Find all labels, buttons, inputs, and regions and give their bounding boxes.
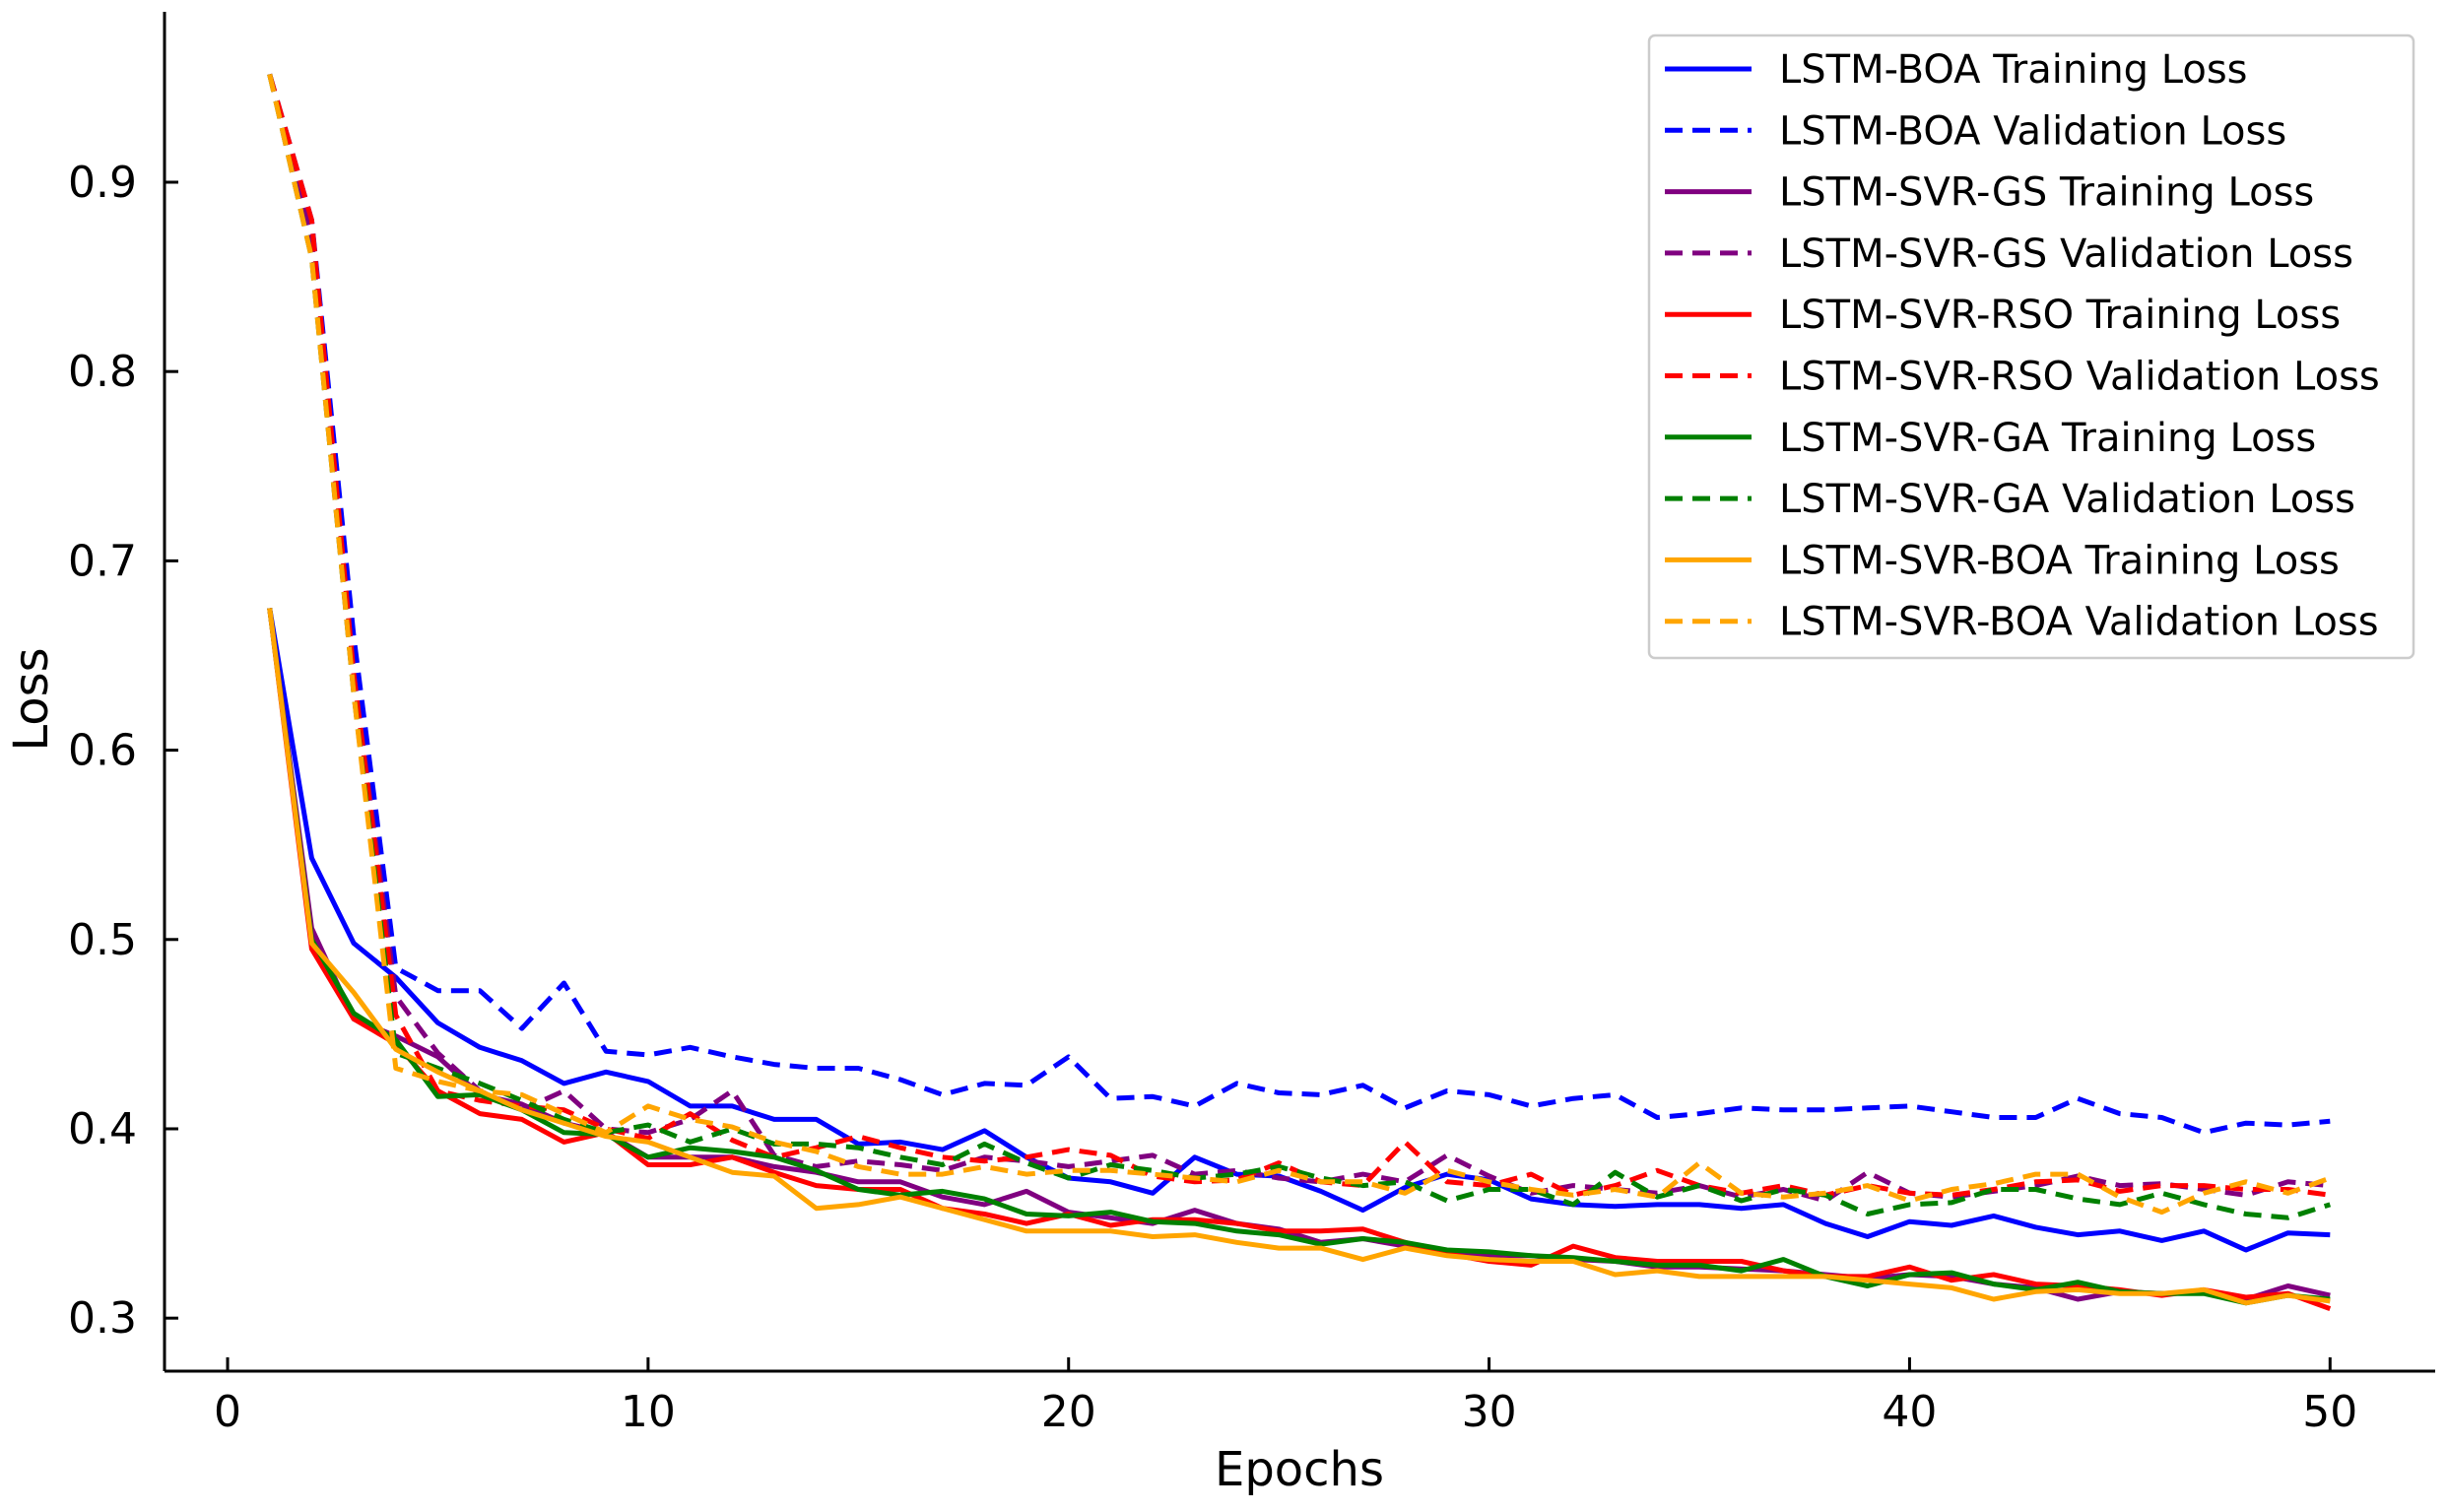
legend-label-lstm-svr-boa-training-loss: LSTM-SVR-BOA Training Loss: [1779, 538, 2340, 583]
x-tick-label: 50: [2302, 1387, 2357, 1437]
y-tick-label: 0.5: [68, 915, 137, 965]
series-line-lstm-svr-boa-training-loss: [267, 608, 2331, 1306]
legend-label-lstm-svr-ga-validation-loss: LSTM-SVR-GA Validation Loss: [1779, 477, 2355, 522]
y-tick-label: 0.9: [68, 158, 137, 208]
axes: [163, 12, 2435, 1373]
y-ticks: 0.3 0.4 0.5 0.6 0.7 0.8 0.9: [68, 158, 178, 1344]
x-tick-label: 10: [621, 1387, 676, 1437]
y-tick-label: 0.4: [68, 1104, 137, 1154]
legend-label-lstm-svr-gs-training-loss: LSTM-SVR-GS Training Loss: [1779, 170, 2314, 216]
legend: LSTM-BOA Training Loss LSTM-BOA Validatio…: [1647, 33, 2415, 660]
legend-label-lstm-boa-training-loss: LSTM-BOA Training Loss: [1779, 47, 2248, 93]
series-line-lstm-svr-boa-validation-loss: [267, 73, 2332, 1216]
x-axis-title: Epochs: [1215, 1442, 1384, 1497]
y-tick-label: 0.8: [68, 347, 137, 397]
legend-label-lstm-svr-gs-validation-loss: LSTM-SVR-GS Validation Loss: [1779, 231, 2353, 277]
legend-label-lstm-svr-rso-validation-loss: LSTM-SVR-RSO Validation Loss: [1779, 355, 2380, 400]
legend-label-lstm-svr-ga-training-loss: LSTM-SVR-GA Training Loss: [1779, 416, 2316, 461]
x-tick-label: 20: [1041, 1387, 1096, 1437]
legend-box: [1647, 33, 2415, 660]
x-tick-label: 40: [1882, 1387, 1937, 1437]
y-axis-title: Loss: [4, 647, 59, 751]
plot-lines: [267, 73, 2332, 1311]
y-tick-label: 0.3: [68, 1293, 137, 1344]
x-ticks: 0 10 20 30 40 50: [214, 1357, 2357, 1437]
legend-label-lstm-svr-rso-training-loss: LSTM-SVR-RSO Training Loss: [1779, 293, 2341, 338]
y-tick-label: 0.6: [68, 726, 137, 776]
legend-label-lstm-boa-validation-loss: LSTM-BOA Validation Loss: [1779, 108, 2286, 154]
series-line-lstm-boa-validation-loss: [267, 73, 2331, 1136]
y-tick-label: 0.7: [68, 536, 137, 586]
legend-label-lstm-svr-boa-validation-loss: LSTM-SVR-BOA Validation Loss: [1779, 600, 2379, 645]
x-tick-label: 0: [214, 1387, 241, 1437]
series-line-lstm-boa-training-loss: [267, 607, 2331, 1253]
x-tick-label: 30: [1462, 1387, 1517, 1437]
series-line-lstm-svr-ga-validation-loss: [267, 73, 2332, 1220]
